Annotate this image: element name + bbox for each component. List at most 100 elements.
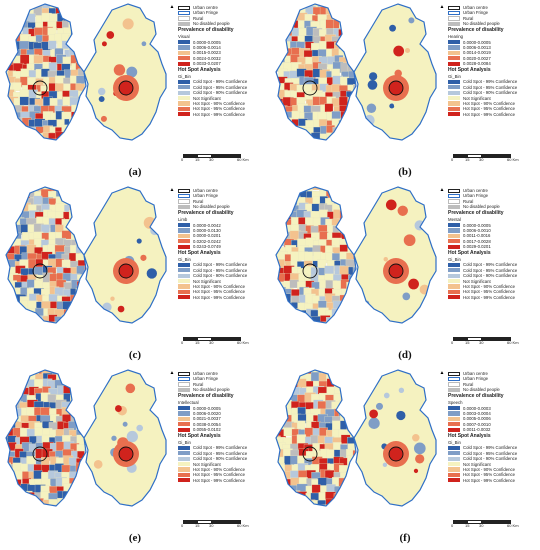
prevalence-area <box>276 56 281 65</box>
prevalence-area <box>333 7 343 19</box>
legend-prevalence-title: Prevalence of disability <box>178 393 234 400</box>
prevalence-area <box>278 372 288 383</box>
hotspot-map <box>84 370 166 506</box>
prevalence-area <box>352 133 356 140</box>
prevalence-area <box>354 303 356 315</box>
prevalence-area <box>13 492 25 502</box>
prevalence-area <box>27 330 36 339</box>
prevalence-area <box>75 187 84 192</box>
legend-prevalence-class: 0.0000-0.0005 <box>178 405 278 411</box>
legend-swatch <box>178 268 190 273</box>
hotspot-area <box>397 205 408 216</box>
prevalence-area <box>13 504 23 506</box>
prevalence-area <box>346 34 356 46</box>
prevalence-area <box>276 118 286 129</box>
prevalence-area <box>334 498 343 506</box>
scale-bar: 0 15 30 60 Km <box>181 520 263 534</box>
prevalence-area <box>354 330 364 340</box>
prevalence-area <box>324 504 336 506</box>
legend-swatch <box>448 472 460 478</box>
prevalence-area <box>338 190 350 199</box>
legend-hotspot-title: Hot Spot Analysis <box>448 66 491 73</box>
prevalence-area <box>276 280 280 292</box>
legend-label: Hot Spot - 99% Confidence <box>193 477 246 483</box>
legend-gi-class: Hot Spot - 90% Confidence <box>178 467 278 472</box>
prevalence-area <box>6 490 17 503</box>
prevalence-area <box>19 134 31 140</box>
legend-label: 0.0006-0.0013 <box>463 44 491 50</box>
legend-gi-class: Hot Spot - 99% Confidence <box>448 295 540 300</box>
legend-label: Urban Fringe <box>193 376 219 382</box>
prevalence-area <box>7 507 17 517</box>
legend-gi-class: Cold Spot - 95% Confidence <box>178 268 278 273</box>
prevalence-area <box>276 287 278 298</box>
prevalence-area <box>85 218 86 229</box>
prevalence-area <box>340 331 348 341</box>
prevalence-area <box>339 35 349 46</box>
panel-caption: (d) <box>398 349 412 361</box>
prevalence-area <box>6 302 11 314</box>
legend-gi-class: Cold Spot - 90% Confidence <box>448 90 540 95</box>
prevalence-area <box>283 507 292 516</box>
prevalence-area <box>6 479 12 490</box>
prevalence-area <box>82 477 86 488</box>
prevalence-area <box>56 148 66 156</box>
legend-urban-centre: Urban centre <box>178 5 278 10</box>
prevalence-area <box>284 331 293 341</box>
prevalence-area <box>291 322 302 323</box>
legend-swatch <box>448 262 460 268</box>
legend-prevalence-class: 0.0006-0.0014 <box>178 45 278 50</box>
prevalence-area <box>334 317 344 323</box>
legend-gi-class: Hot Spot - 90% Confidence <box>178 284 278 289</box>
legend-label: 0.0028-0.0084 <box>463 61 491 67</box>
prevalence-area <box>83 499 86 506</box>
prevalence-area <box>6 41 11 53</box>
legend-prevalence-class: 0.0000-0.0005 <box>448 39 540 45</box>
legend-prevalence-class: 0.0021-0.0037 <box>178 416 278 421</box>
prevalence-area <box>64 512 73 523</box>
prevalence-area <box>75 302 86 313</box>
prevalence-area <box>347 491 356 502</box>
legend-label: Hot Spot - 99% Confidence <box>193 294 246 300</box>
prevalence-area <box>276 216 287 228</box>
scale-label: 60 Km <box>507 340 519 345</box>
scale-bar: 0 15 30 60 Km <box>451 154 533 168</box>
prevalence-area <box>354 188 356 200</box>
region-boundary <box>5 369 87 507</box>
prevalence-area <box>354 111 356 122</box>
prevalence-area <box>276 118 282 131</box>
prevalence-area <box>276 371 281 380</box>
legend-label: No disabled people <box>193 21 230 27</box>
prevalence-area <box>347 105 356 117</box>
prevalence-area <box>311 484 321 494</box>
prevalence-area <box>78 141 89 150</box>
legend-label: No disabled people <box>193 387 230 393</box>
legend-label: Hot Spot - 99% Confidence <box>193 111 246 117</box>
prevalence-area <box>55 507 65 517</box>
legend-swatch <box>448 223 460 228</box>
legend-label: 0.0005-0.0006 <box>463 416 491 422</box>
prevalence-area <box>76 6 86 17</box>
prevalence-area <box>71 191 80 201</box>
legend-prevalence-title: Prevalence of disability <box>448 393 504 400</box>
prevalence-area <box>276 400 280 410</box>
hotspot-area <box>393 45 405 57</box>
legend-prevalence-title: Prevalence of disability <box>178 210 234 217</box>
prevalence-area <box>83 127 86 138</box>
prevalence-area <box>78 493 86 503</box>
prevalence-area <box>35 329 45 338</box>
prevalence-area <box>340 370 349 374</box>
legend-label: 0.0000-0.0005 <box>193 39 221 45</box>
not-significant-area <box>354 370 436 506</box>
prevalence-area <box>83 401 86 412</box>
legend-swatch <box>448 5 460 10</box>
legend-swatch <box>178 228 190 233</box>
legend-gi-class: Hot Spot - 99% Confidence <box>448 478 540 483</box>
prevalence-area <box>6 392 9 404</box>
hotspot-area <box>366 103 377 113</box>
prevalence-area <box>341 187 352 193</box>
prevalence-area <box>276 47 279 57</box>
prevalence-area <box>82 387 86 398</box>
prevalence-area <box>76 119 86 129</box>
prevalence-area <box>27 513 38 521</box>
